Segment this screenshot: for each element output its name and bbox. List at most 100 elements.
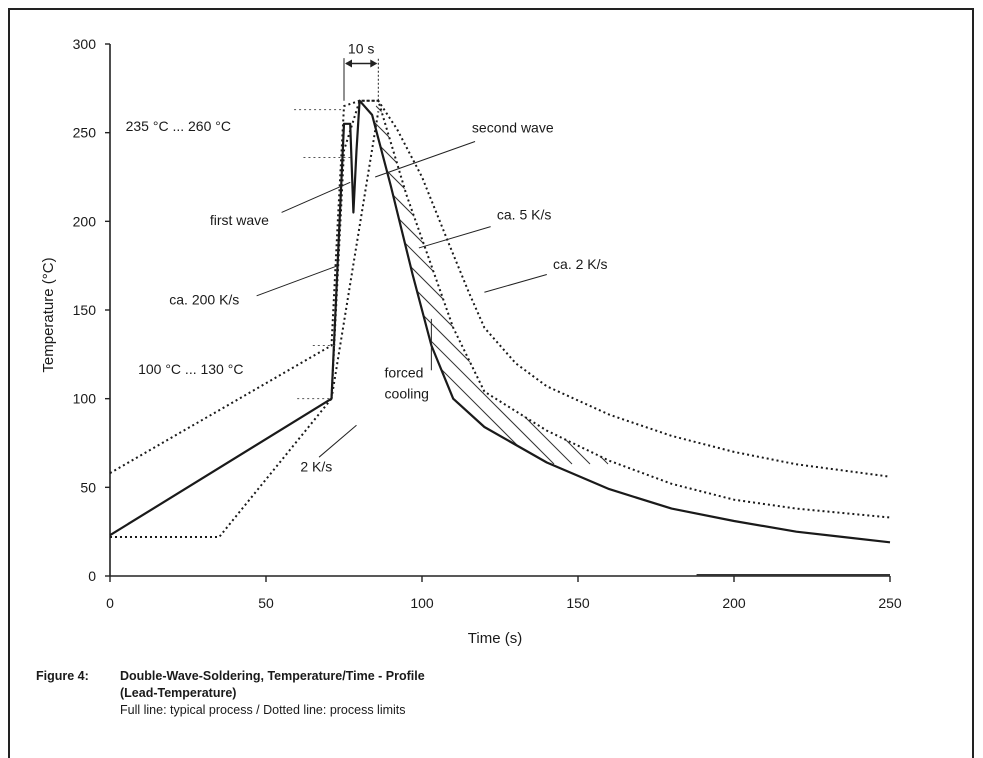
hatch-line [601,100,891,465]
x-tick-label: 100 [410,595,434,611]
hatch-line [0,44,284,464]
hatch-line [372,100,681,465]
hatch-line [385,100,807,465]
process-limit-line [330,111,380,399]
annotation-label: 10 s [348,40,374,56]
hatch-line [372,100,501,465]
hatch-line [511,100,891,465]
annotation-label: forced [385,364,424,380]
annotation-label: 2 K/s [300,458,332,474]
hatch-line [944,44,983,464]
guide-lines [256,58,547,458]
x-axis-title: Time (s) [468,630,522,647]
y-axis: 0 50 100 150 200 250 300 [73,36,111,584]
leader-line [484,274,547,293]
hatch-line [372,100,699,465]
caption-subtitle: (Lead-Temperature) [120,686,237,700]
hatch-line [691,100,891,465]
x-tick-label: 150 [566,595,590,611]
hatch-line [908,44,983,464]
chart: 0 50 100 150 200 250 300 0 50 100 150 200 250 10 s 2… [0,36,983,647]
y-tick-label: 50 [80,479,96,495]
typical-process-line [109,99,891,544]
hatch-line [781,100,891,465]
y-tick-label: 200 [73,213,97,229]
series-layer [109,99,891,576]
hatch-line [0,44,266,464]
hatch-line [372,100,375,465]
hatch-line [0,44,230,464]
y-axis-title: Temperature (°C) [40,257,57,372]
hatch-line [727,100,891,465]
y-tick-label: 150 [73,302,97,318]
hatch-line [817,100,891,465]
hatch-line [583,100,891,465]
hatch-line [745,100,891,465]
annotation-label: cooling [385,386,429,402]
leader-line [256,265,338,297]
hatch-line [0,44,356,464]
forced-cooling-hatch [0,44,983,465]
hatch-line [926,44,983,464]
leader-line [418,226,491,249]
x-tick-label: 200 [722,595,746,611]
hatch-line [403,100,825,465]
x-axis: 0 50 100 150 200 250 [106,575,902,611]
x-tick-label: 50 [258,595,274,611]
hatch-line [835,100,891,465]
leader-line [281,181,351,213]
hatch-line [529,100,891,465]
hatch-line [655,100,891,465]
hatch-line [637,100,891,465]
hatch-line [0,44,302,464]
hatch-line [962,44,983,464]
hatch-line [372,100,789,465]
hatch-line [853,100,891,465]
hatch-line [372,100,411,465]
hatch-line [889,100,891,465]
hatch-line [0,44,248,464]
hatch-line [763,100,891,465]
arrowhead-right [370,59,378,68]
hatch-line [421,100,843,465]
annotation-label: second wave [472,120,554,136]
hatch-line [457,100,879,465]
hatch-line [673,100,891,465]
hatch-line [871,100,891,465]
annotation-layer: 10 s 235 °C ... 260 °C second wave first wa… [126,40,608,474]
process-limit-line [110,99,891,538]
hatch-line [547,100,891,465]
hatch-line [372,100,735,465]
caption-label: Figure 4: [36,669,89,683]
caption-note: Full line: typical process / Dotted line… [120,703,406,717]
annotation-label: ca. 5 K/s [497,207,551,223]
hatch-line [372,100,555,465]
annotation-label: 235 °C ... 260 °C [126,118,231,134]
figure-frame [8,8,974,758]
hatch-line [372,100,573,465]
y-tick-label: 300 [73,36,97,52]
hatch-line [709,100,891,465]
hatch-line [799,100,891,465]
hatch-line [0,44,338,464]
y-tick-label: 100 [73,391,97,407]
leader-line [318,424,357,458]
figure-caption: Figure 4: Double-Wave-Soldering, Temperat… [36,668,425,719]
caption-title: Double-Wave-Soldering, Temperature/Time … [120,669,425,683]
annotation-label: first wave [210,212,269,228]
y-tick-label: 0 [88,568,96,584]
x-tick-label: 0 [106,595,114,611]
annotation-label: ca. 200 K/s [169,292,239,308]
hatch-line [493,100,891,465]
annotation-label: 100 °C ... 130 °C [138,361,243,377]
hatch-line [565,100,891,465]
leader-line [375,141,476,178]
hatch-line [372,100,537,465]
hatch-line [0,44,320,464]
process-limit-line [109,99,891,478]
hatch-line [372,100,591,465]
hatch-line [475,100,891,465]
annotation-label: ca. 2 K/s [553,256,607,272]
arrowhead-left [345,59,352,68]
hatch-line [372,100,393,465]
